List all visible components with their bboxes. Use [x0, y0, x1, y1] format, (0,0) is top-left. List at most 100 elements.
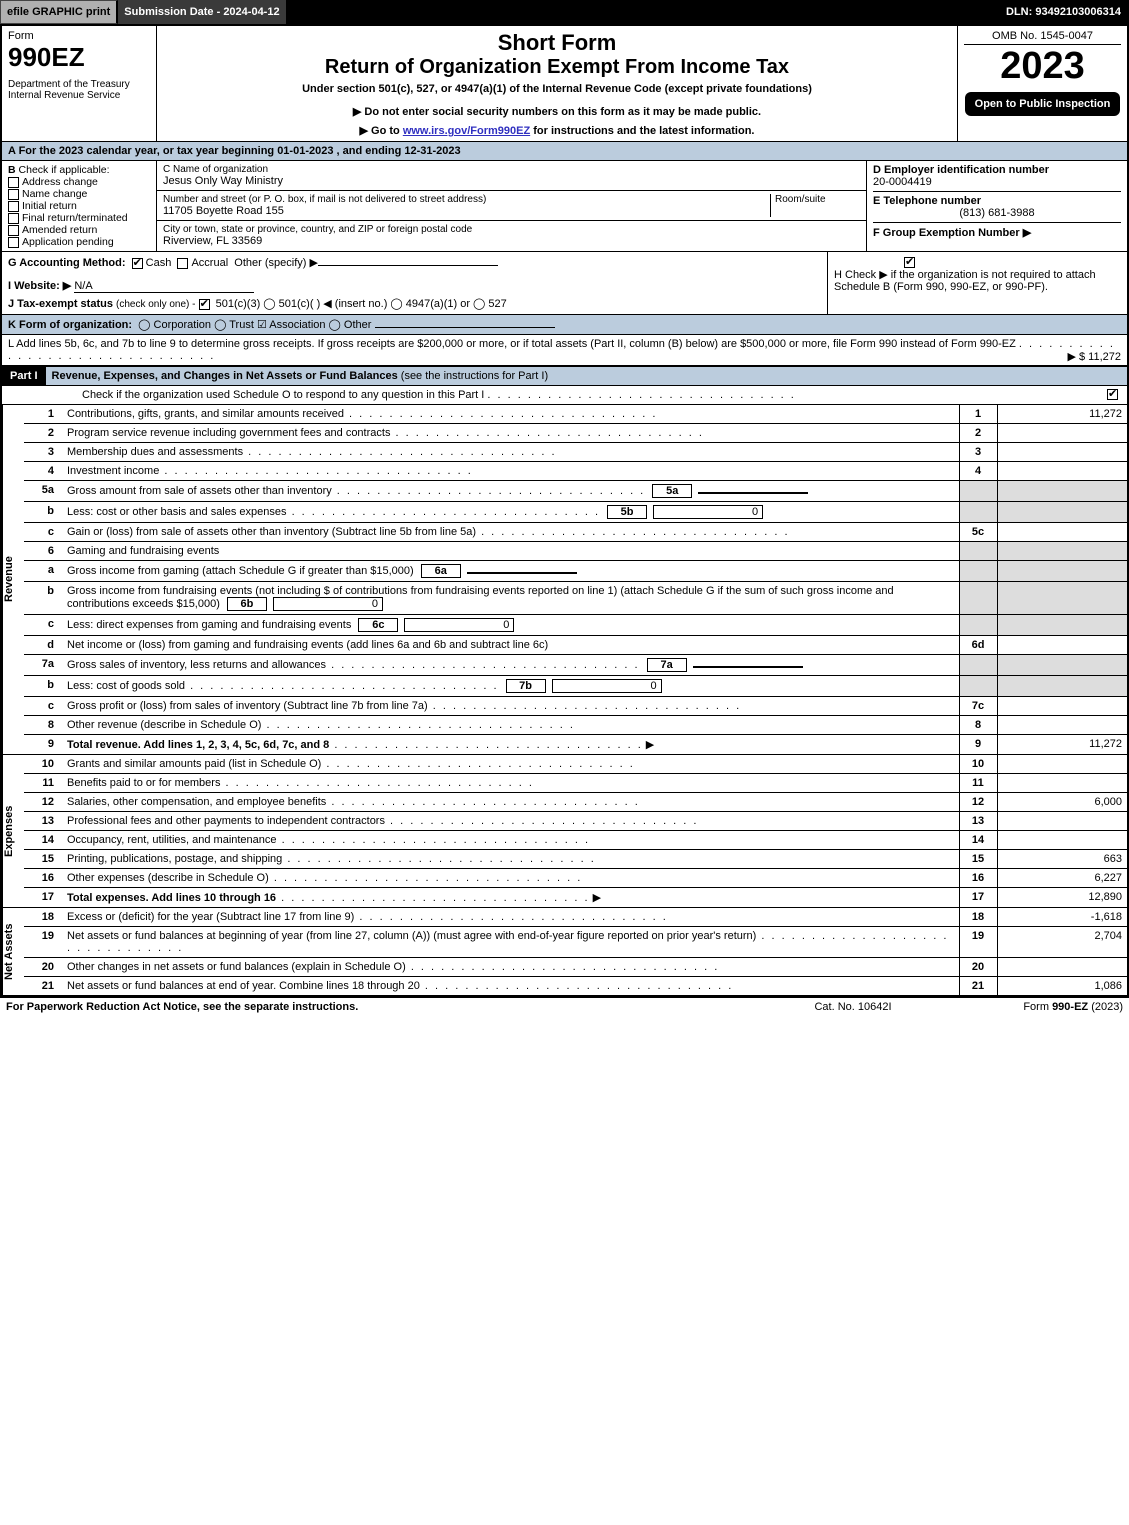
- omb-number: OMB No. 1545-0047: [964, 30, 1121, 45]
- b-item-3: Final return/terminated: [22, 212, 128, 224]
- top-bar: efile GRAPHIC print Submission Date - 20…: [0, 0, 1129, 24]
- checkbox-address-change[interactable]: [8, 177, 19, 188]
- ln5b-box: [959, 502, 997, 523]
- checkbox-501c3[interactable]: [199, 299, 210, 310]
- ln7b-box: [959, 676, 997, 697]
- row-gh: G Accounting Method: Cash Accrual Other …: [2, 252, 1127, 315]
- ln3-box: 3: [959, 443, 997, 462]
- part1-tab: Part I: [2, 367, 46, 385]
- checkbox-h[interactable]: [904, 257, 915, 268]
- footer-cat: Cat. No. 10642I: [753, 1001, 953, 1013]
- ln19-t: Net assets or fund balances at beginning…: [62, 927, 959, 958]
- ln6b-n: b: [24, 582, 62, 615]
- ln7b-amt: [997, 676, 1127, 697]
- ln20-n: 20: [24, 958, 62, 977]
- ln6a-box: [959, 561, 997, 582]
- ln6b-t: Gross income from fundraising events (no…: [62, 582, 959, 615]
- l-amount: ▶ $ 11,272: [1067, 350, 1121, 363]
- expenses-vlabel: Expenses: [2, 755, 24, 907]
- ln2-amt: [997, 424, 1127, 443]
- efile-print-button[interactable]: efile GRAPHIC print: [0, 0, 118, 24]
- ln11-box: 11: [959, 774, 997, 793]
- ln3-amt: [997, 443, 1127, 462]
- ln6d-box: 6d: [959, 636, 997, 655]
- ln4-n: 4: [24, 462, 62, 481]
- ln16-amt: 6,227: [997, 869, 1127, 888]
- line-18: 18Excess or (deficit) for the year (Subt…: [24, 908, 1127, 927]
- ln20-t: Other changes in net assets or fund bala…: [62, 958, 959, 977]
- line-6a: aGross income from gaming (attach Schedu…: [24, 561, 1127, 582]
- line-7c: cGross profit or (loss) from sales of in…: [24, 697, 1127, 716]
- checkbox-amended-return[interactable]: [8, 225, 19, 236]
- ln6c-t: Less: direct expenses from gaming and fu…: [62, 615, 959, 636]
- ln17-box: 17: [959, 888, 997, 908]
- checkbox-final-return[interactable]: [8, 213, 19, 224]
- column-c: C Name of organization Jesus Only Way Mi…: [157, 161, 867, 251]
- ln7b-n: b: [24, 676, 62, 697]
- ln6d-amt: [997, 636, 1127, 655]
- form-number: 990EZ: [8, 42, 150, 73]
- ln5a-box: [959, 481, 997, 502]
- i-label: I Website: ▶: [8, 280, 71, 292]
- part1-title: Revenue, Expenses, and Changes in Net As…: [46, 367, 555, 385]
- c-city-label: City or town, state or province, country…: [163, 224, 860, 235]
- b-item-1: Name change: [22, 188, 87, 200]
- ln2-box: 2: [959, 424, 997, 443]
- ln12-t: Salaries, other compensation, and employ…: [62, 793, 959, 812]
- checkbox-initial-return[interactable]: [8, 201, 19, 212]
- org-name: Jesus Only Way Ministry: [163, 175, 860, 187]
- expenses-section: Expenses 10Grants and similar amounts pa…: [2, 755, 1127, 908]
- checkbox-cash[interactable]: [132, 258, 143, 269]
- g-label: G Accounting Method:: [8, 257, 126, 269]
- ln7c-t: Gross profit or (loss) from sales of inv…: [62, 697, 959, 716]
- ln7a-ib: 7a: [647, 658, 687, 672]
- checkbox-name-change[interactable]: [8, 189, 19, 200]
- d-ein-label: D Employer identification number: [873, 164, 1121, 176]
- ln9-amt: 11,272: [997, 735, 1127, 755]
- checkbox-part1-schedule-o[interactable]: [1107, 389, 1118, 400]
- ln6-amt: [997, 542, 1127, 561]
- ln8-t: Other revenue (describe in Schedule O): [62, 716, 959, 735]
- h-text: H Check ▶ if the organization is not req…: [834, 268, 1121, 293]
- irs-link[interactable]: www.irs.gov/Form990EZ: [403, 125, 530, 137]
- c-name-label: C Name of organization: [163, 164, 860, 175]
- ln7c-amt: [997, 697, 1127, 716]
- line-11: 11Benefits paid to or for members11: [24, 774, 1127, 793]
- ln14-n: 14: [24, 831, 62, 850]
- b-item-2: Initial return: [22, 200, 77, 212]
- line-5a: 5aGross amount from sale of assets other…: [24, 481, 1127, 502]
- line-7b: bLess: cost of goods sold 7b0: [24, 676, 1127, 697]
- line-6c: cLess: direct expenses from gaming and f…: [24, 615, 1127, 636]
- ln9-n: 9: [24, 735, 62, 755]
- ln7b-ib: 7b: [506, 679, 546, 693]
- ln1-n: 1: [24, 405, 62, 424]
- ln21-amt: 1,086: [997, 977, 1127, 996]
- ln2-n: 2: [24, 424, 62, 443]
- ln9-box: 9: [959, 735, 997, 755]
- k-other-input[interactable]: [375, 327, 555, 328]
- ln1-t: Contributions, gifts, grants, and simila…: [62, 405, 959, 424]
- checkbox-application-pending[interactable]: [8, 237, 19, 248]
- note2-pre: ▶ Go to: [360, 125, 403, 137]
- ln14-box: 14: [959, 831, 997, 850]
- ln20-box: 20: [959, 958, 997, 977]
- line-6: 6Gaming and fundraising events: [24, 542, 1127, 561]
- ln17-t: Total expenses. Add lines 10 through 16 …: [62, 888, 959, 908]
- ln5c-amt: [997, 523, 1127, 542]
- g-other-input[interactable]: [318, 265, 498, 266]
- checkbox-accrual[interactable]: [177, 258, 188, 269]
- b-label: B: [8, 164, 16, 176]
- footer-right: Form 990-EZ (2023): [953, 1001, 1123, 1013]
- ln7a-t: Gross sales of inventory, less returns a…: [62, 655, 959, 676]
- net-assets-section: Net Assets 18Excess or (deficit) for the…: [2, 908, 1127, 995]
- ln6b-amt: [997, 582, 1127, 615]
- ln6a-t: Gross income from gaming (attach Schedul…: [62, 561, 959, 582]
- part1-check-text: Check if the organization used Schedule …: [82, 389, 484, 401]
- line-2: 2Program service revenue including gover…: [24, 424, 1127, 443]
- part1-title-text: Revenue, Expenses, and Changes in Net As…: [52, 370, 398, 382]
- ln8-box: 8: [959, 716, 997, 735]
- line-16: 16Other expenses (describe in Schedule O…: [24, 869, 1127, 888]
- ln13-t: Professional fees and other payments to …: [62, 812, 959, 831]
- g-accounting: G Accounting Method: Cash Accrual Other …: [2, 252, 827, 314]
- ln5a-n: 5a: [24, 481, 62, 502]
